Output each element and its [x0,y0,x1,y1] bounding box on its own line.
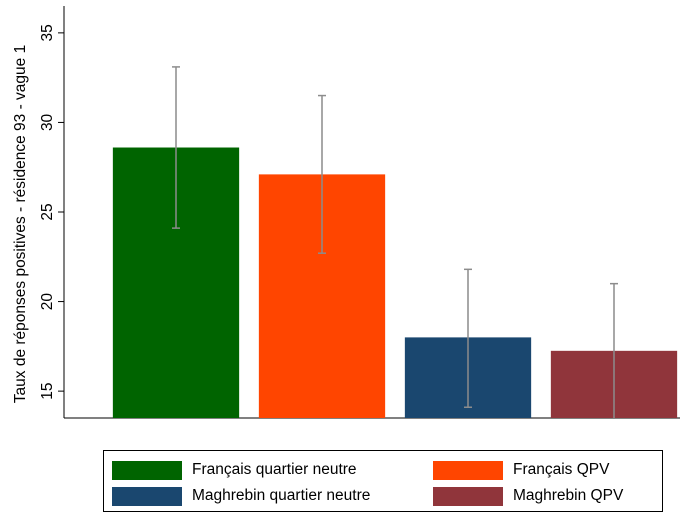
legend-item-maghrebin-quartier-neutre: Maghrebin quartier neutre [112,486,370,506]
legend: Français quartier neutre Français QPV Ma… [103,450,663,512]
y-tick-label: 20 [39,293,56,311]
legend-item-francais-qpv: Français QPV [433,460,609,480]
y-tick-label: 30 [39,113,56,131]
y-tick-label: 35 [39,24,56,41]
legend-item-maghrebin-qpv: Maghrebin QPV [433,486,623,506]
legend-label: Maghrebin QPV [513,487,624,504]
legend-label: Français QPV [513,461,610,478]
legend-swatch [112,486,182,506]
legend-swatch [112,460,182,480]
legend-swatch [433,460,503,480]
y-tick-label: 15 [39,383,56,400]
bars [112,147,678,418]
y-tick-label: 25 [39,203,56,220]
legend-label: Maghrebin quartier neutre [192,487,371,504]
legend-swatch [433,486,503,506]
legend-item-francais-quartier-neutre: Français quartier neutre [112,460,357,480]
y-axis-label: Taux de réponses positives - résidence 9… [12,45,29,403]
legend-label: Français quartier neutre [192,461,357,478]
error-bars [172,66,618,418]
